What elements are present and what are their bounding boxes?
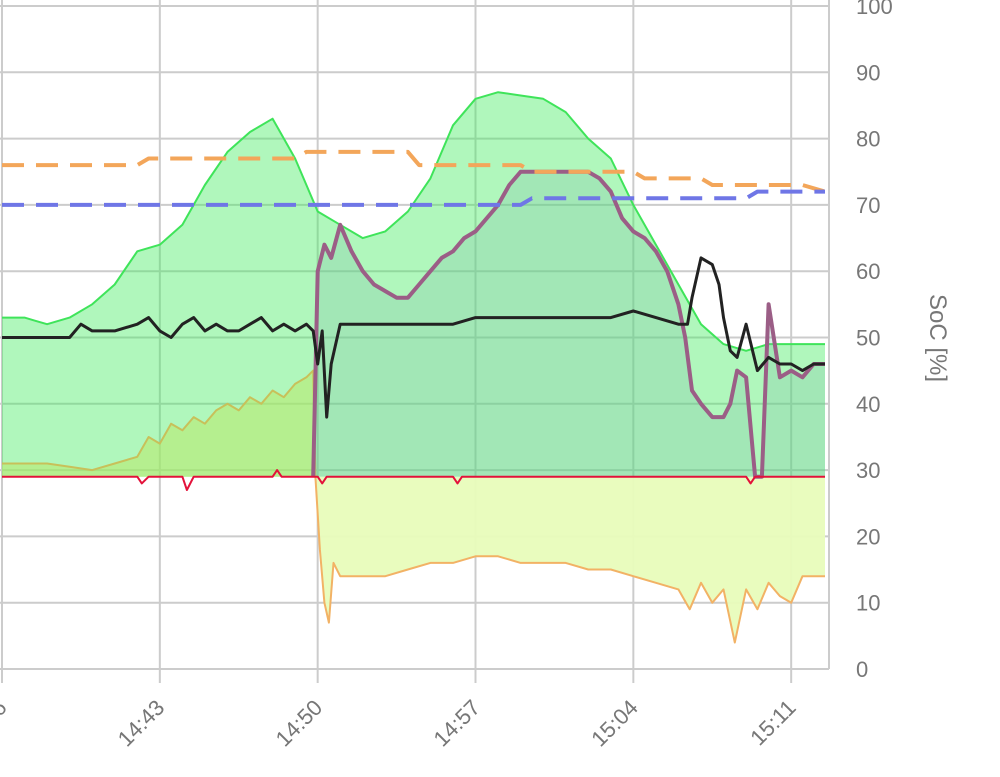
series-line-red_line: [2, 469, 825, 491]
series-area-olive_area: [2, 370, 316, 477]
y-tick-label: 90: [856, 60, 880, 85]
y-tick-label: 50: [856, 326, 880, 351]
series-line-orange_dashed: [2, 149, 826, 194]
y-tick-label: 0: [856, 657, 868, 682]
series-layer: [2, 91, 826, 644]
series-line-olive_area: [2, 369, 317, 477]
series-line-green_area: [2, 91, 825, 352]
x-tick-label: 14:43: [113, 695, 170, 752]
x-tick-label: 14:57: [428, 695, 485, 752]
series-area-green_area: [2, 92, 825, 477]
y-tick-label: 30: [856, 458, 880, 483]
x-tick-label: 14:36: [0, 695, 12, 752]
x-tick-label: 15:11: [745, 695, 800, 750]
x-tick-label: 14:50: [271, 695, 328, 752]
y-tick-label: 100: [856, 0, 893, 19]
series-area-yellow_area: [315, 476, 825, 643]
y-axis-title: SoC [%]: [924, 294, 951, 382]
y-tick-label: 80: [856, 127, 880, 152]
series-line-yellow_area: [314, 476, 825, 644]
x-tick-label: 15:04: [586, 695, 643, 752]
y-tick-label: 20: [856, 524, 880, 549]
series-line-black_line: [2, 256, 825, 419]
series-line-purple_line: [311, 169, 825, 479]
y-tick-label: 10: [856, 591, 880, 616]
series-line-blue_dashed: [2, 189, 825, 207]
y-tick-label: 60: [856, 259, 880, 284]
y-tick-label: 40: [856, 392, 880, 417]
y-tick-label: 70: [856, 193, 880, 218]
